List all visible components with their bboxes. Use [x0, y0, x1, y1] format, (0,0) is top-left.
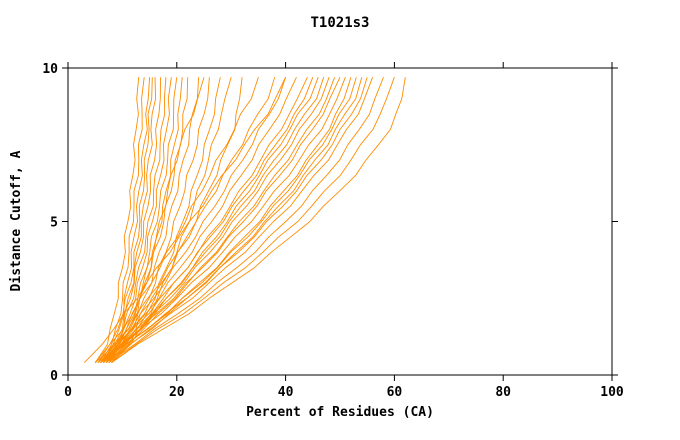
model-curve	[103, 77, 330, 364]
model-curve	[108, 77, 183, 363]
model-curve	[97, 77, 341, 364]
x-axis-label: Percent of Residues (CA)	[246, 405, 434, 420]
model-curve	[103, 77, 357, 364]
y-tick-label: 5	[50, 216, 58, 231]
model-curve	[105, 77, 319, 364]
model-curve	[103, 77, 172, 363]
x-tick-label: 40	[278, 385, 294, 400]
model-curve	[103, 77, 308, 364]
model-curve	[100, 77, 368, 364]
model-curve	[100, 77, 145, 363]
model-curve	[100, 77, 189, 363]
y-tick-label: 0	[50, 369, 58, 384]
model-curve	[105, 77, 178, 363]
x-tick-label: 100	[600, 385, 624, 400]
model-curve	[100, 77, 205, 364]
model-curve	[105, 77, 374, 364]
tick-marks	[62, 62, 618, 381]
x-tick-label: 20	[169, 385, 185, 400]
y-axis-label: Distance Cutoff, A	[9, 150, 24, 291]
model-curve	[83, 77, 287, 364]
model-curve	[97, 77, 153, 363]
model-curve	[111, 77, 406, 364]
x-tick-label: 60	[387, 385, 403, 400]
model-curve	[100, 77, 325, 364]
model-curve	[105, 77, 167, 363]
model-curve	[100, 77, 346, 364]
model-curve	[108, 77, 384, 364]
model-curve	[108, 77, 363, 364]
chart-title: T1021s3	[310, 15, 369, 31]
model-curve	[94, 77, 140, 363]
x-tick-label: 0	[64, 385, 72, 400]
model-curve	[97, 77, 276, 363]
model-curve	[94, 77, 314, 364]
y-tick-label: 10	[42, 62, 58, 77]
model-curve	[100, 77, 287, 364]
tick-labels: 0 20 40 60 80 100 0 5 10	[42, 62, 624, 400]
model-curve	[94, 77, 259, 363]
model-curve	[111, 77, 395, 364]
model-curve	[105, 77, 336, 364]
model-curves	[83, 77, 406, 364]
model-curve	[105, 77, 200, 363]
model-curve	[100, 77, 297, 364]
x-tick-label: 80	[495, 385, 511, 400]
model-curve	[105, 77, 157, 363]
model-curve	[111, 77, 221, 364]
model-curve	[105, 77, 352, 364]
